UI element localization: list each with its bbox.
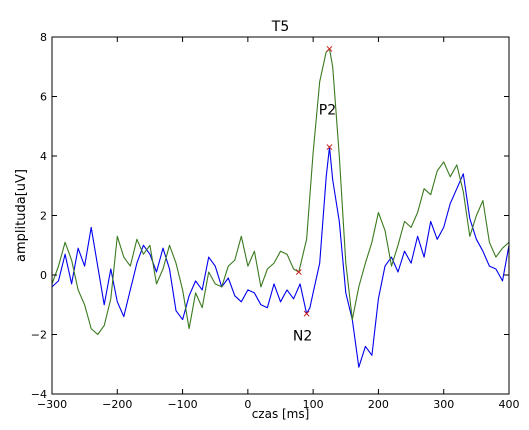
peak-label-p2: P2 [319, 102, 336, 118]
y-tick-label: 6 [40, 91, 47, 104]
y-tick-label: 4 [40, 150, 47, 163]
y-tick-label: 8 [40, 31, 47, 44]
peak-marker [295, 269, 302, 275]
x-axis-label: czas [ms] [252, 407, 310, 421]
x-tick-label: 400 [499, 398, 520, 411]
x-tick-label: −100 [167, 398, 197, 411]
peak-marker [303, 310, 310, 317]
axes-frame [51, 36, 510, 395]
marker-stroke [303, 310, 310, 317]
y-axis-label: amplituda[uV] [14, 169, 29, 262]
x-tick-label: −300 [37, 398, 67, 411]
y-tick-label: −2 [31, 329, 47, 342]
y-tick-label: −4 [31, 388, 47, 401]
series-line-1 [51, 146, 510, 368]
chart-title: T5 [271, 19, 289, 35]
series-line-2 [51, 48, 510, 336]
peak-markers [295, 45, 333, 317]
x-tick-label: 0 [244, 398, 251, 411]
y-tick-label: 0 [40, 269, 47, 282]
marker-stroke [295, 269, 302, 275]
x-tick-label: 100 [303, 398, 324, 411]
peak-labels: P2 N2 [293, 102, 336, 344]
peak-label-n2: N2 [293, 328, 312, 344]
axis-ticks: −300 −200 −100 0 100 200 300 400 −4 −2 0 2 4 6 8 [31, 31, 520, 411]
y-tick-label: 2 [40, 210, 47, 223]
x-tick-label: 200 [368, 398, 389, 411]
marker-stroke [326, 45, 333, 52]
plot-area [51, 36, 510, 395]
peak-marker [326, 45, 333, 52]
marker-stroke [326, 144, 333, 151]
x-tick-label: −200 [102, 398, 132, 411]
peak-marker [326, 144, 333, 151]
x-tick-label: 300 [433, 398, 454, 411]
series-layer [51, 48, 510, 368]
